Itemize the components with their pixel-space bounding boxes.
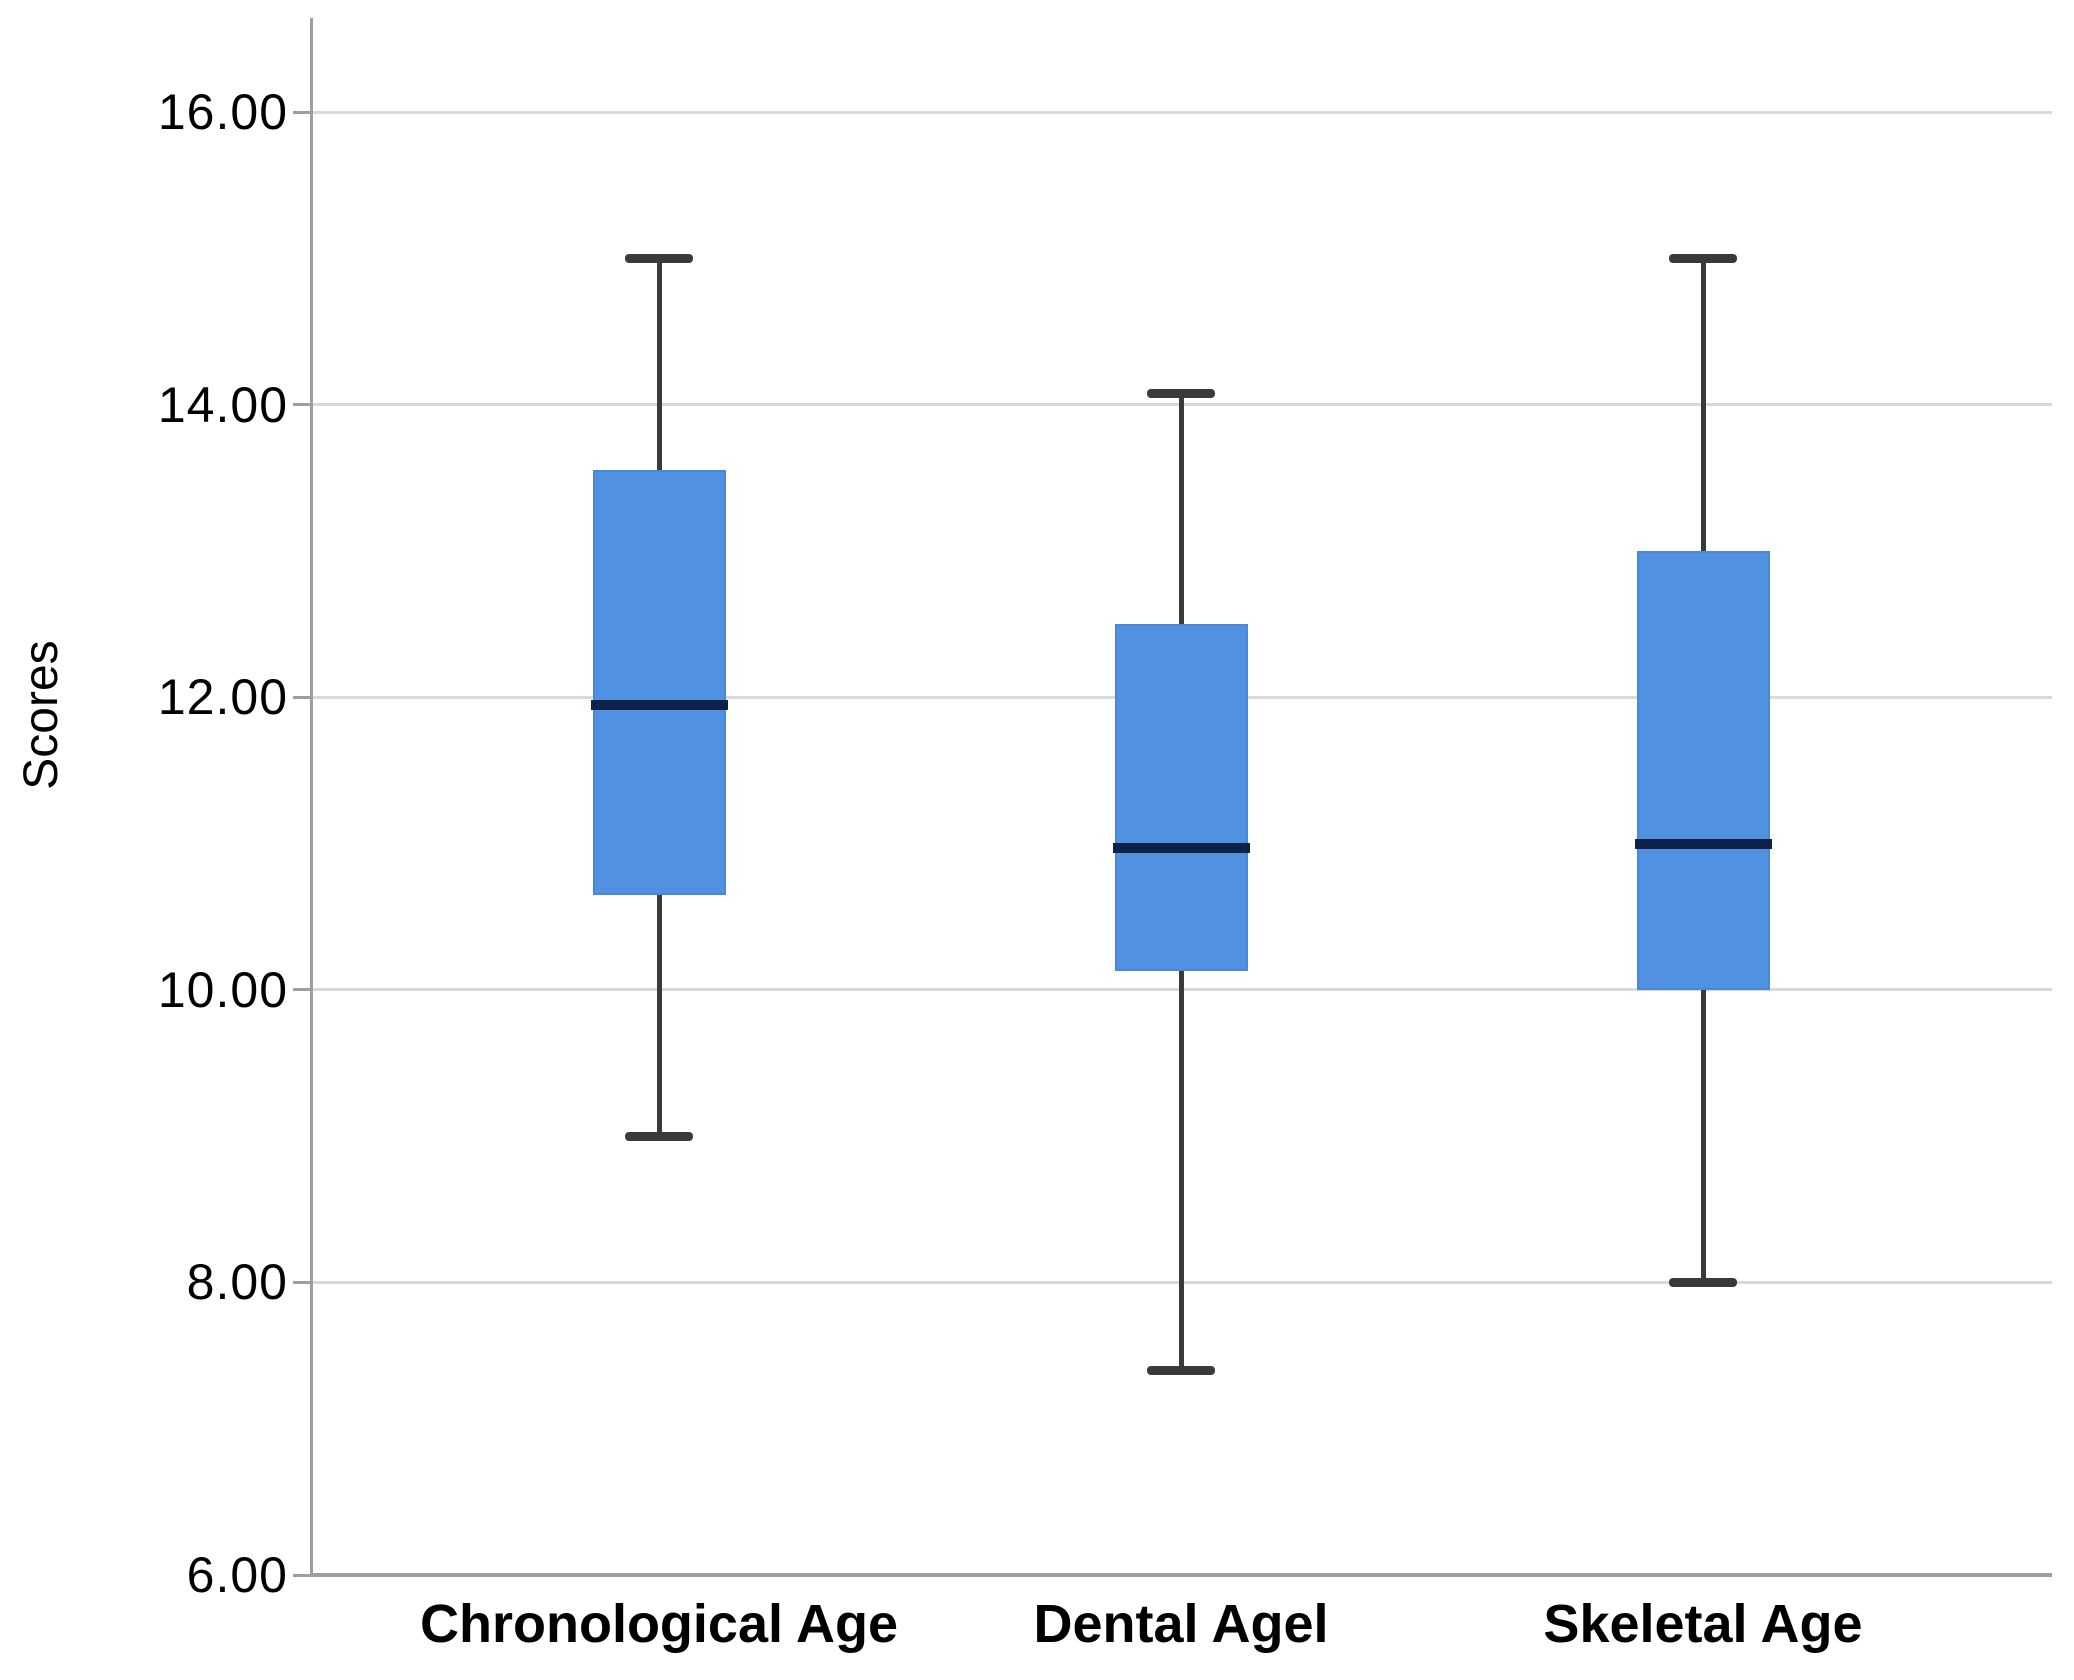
- median-line: [1112, 842, 1250, 853]
- gridline: [310, 110, 2052, 114]
- whisker-cap-top: [1669, 254, 1737, 264]
- iqr-box: [1636, 550, 1770, 990]
- y-tick-label: 16.00: [157, 84, 288, 140]
- y-tick-label: 14.00: [157, 376, 288, 433]
- iqr-box: [592, 470, 726, 895]
- category-label: Skeletal Age: [1543, 1594, 1863, 1654]
- whisker-cap-top: [625, 254, 693, 264]
- y-tick-mark: [293, 403, 310, 407]
- y-axis-title: Scores: [15, 640, 68, 790]
- median-line: [590, 699, 728, 710]
- median-line: [1634, 838, 1772, 849]
- y-tick-mark: [293, 1573, 310, 1577]
- whisker-cap-bottom: [1669, 1278, 1737, 1288]
- y-tick-mark: [293, 695, 310, 699]
- y-tick-label: 12.00: [157, 669, 288, 726]
- y-tick-mark: [293, 1280, 310, 1284]
- y-tick-label: 10.00: [157, 961, 288, 1018]
- x-axis-line: [310, 1573, 2052, 1577]
- y-axis-line: [310, 18, 313, 1575]
- y-tick-label: 6.00: [186, 1547, 288, 1603]
- y-tick-mark: [293, 988, 310, 992]
- iqr-box: [1114, 624, 1248, 971]
- y-tick-mark: [293, 110, 310, 114]
- category-label: Chronological Age: [419, 1594, 898, 1654]
- y-tick-label: 8.00: [186, 1254, 288, 1311]
- category-label: Dental Agel: [1033, 1594, 1329, 1654]
- whisker-cap-top: [1147, 388, 1215, 398]
- whisker-cap-bottom: [1147, 1366, 1215, 1376]
- whisker-cap-bottom: [625, 1132, 693, 1142]
